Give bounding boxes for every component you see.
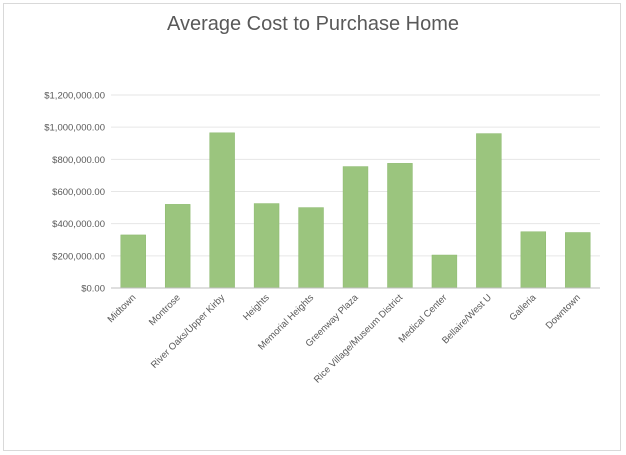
x-tick-label: Galleria	[508, 292, 539, 323]
x-tick-label: River Oaks/Upper Kirby	[149, 292, 228, 371]
bar-chart: Average Cost to Purchase Home $0.00 $200,…	[44, 13, 600, 386]
bar	[520, 231, 547, 289]
bar	[565, 232, 591, 289]
x-tick-label: Midtown	[106, 292, 139, 325]
chart-title: Average Cost to Purchase Home	[167, 13, 459, 35]
y-tick-label: $800,000.00	[52, 155, 105, 166]
chart-frame: Average Cost to Purchase Home $0.00 $200,…	[3, 3, 621, 451]
y-tick-label: $400,000.00	[52, 219, 105, 230]
x-tick-label: Rice Village/Museum District	[312, 292, 405, 385]
y-axis-labels: $0.00 $200,000.00 $400,000.00 $600,000.00 $8…	[44, 91, 105, 295]
y-tick-label: $1,200,000.00	[44, 91, 105, 102]
x-tick-label: Montrose	[147, 292, 183, 328]
x-tick-label: Heights	[241, 292, 272, 323]
bar	[387, 163, 413, 289]
y-tick-label: $200,000.00	[52, 251, 105, 262]
bar	[164, 204, 191, 289]
bar	[342, 166, 369, 289]
y-tick-label: $0.00	[81, 284, 105, 295]
y-tick-label: $1,000,000.00	[44, 123, 105, 134]
bar	[209, 132, 235, 289]
bar	[431, 254, 458, 289]
y-tick-label: $600,000.00	[52, 187, 105, 198]
bar	[476, 133, 502, 289]
bars	[120, 132, 591, 289]
x-tick-label: Downtown	[544, 292, 583, 331]
bar	[253, 203, 280, 289]
bar	[120, 234, 146, 289]
bar	[298, 207, 324, 289]
